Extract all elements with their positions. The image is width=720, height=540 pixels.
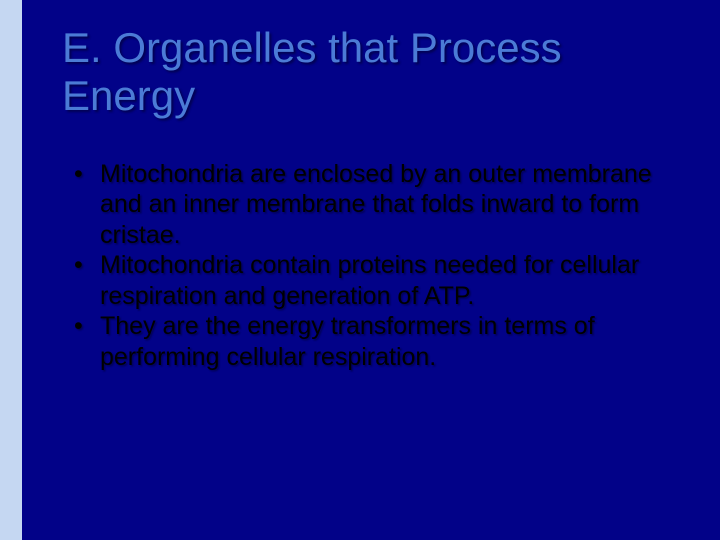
bullet-item: Mitochondria are enclosed by an outer me… (100, 159, 680, 251)
bullet-item: Mitochondria contain proteins needed for… (100, 250, 680, 311)
slide-body: E. Organelles that Process Energy Mitoch… (22, 0, 720, 540)
left-accent-strip (0, 0, 22, 540)
bullet-item: They are the energy transformers in term… (100, 311, 680, 372)
bullet-list: Mitochondria are enclosed by an outer me… (62, 159, 680, 373)
slide-title: E. Organelles that Process Energy (62, 24, 680, 121)
